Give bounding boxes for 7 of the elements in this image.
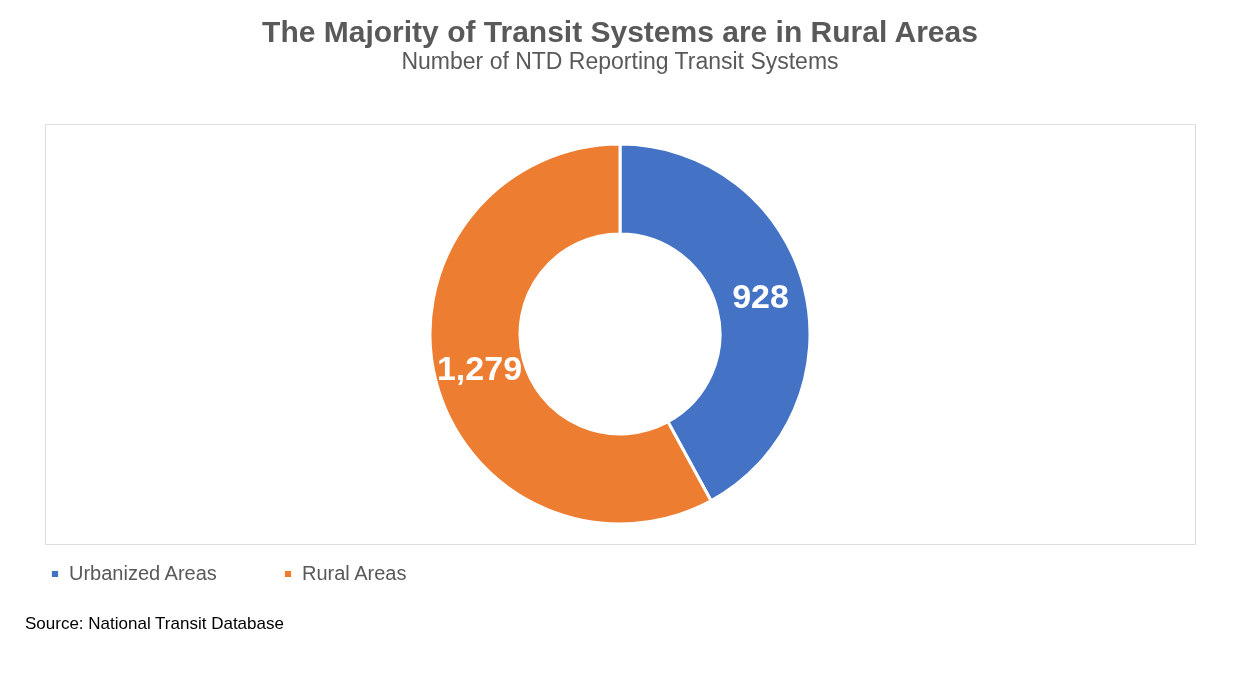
chart-subtitle: Number of NTD Reporting Transit Systems (401, 48, 839, 74)
data-label: 1,279 (436, 348, 523, 387)
legend-label: Rural Areas (302, 562, 407, 584)
chart-title: The Majority of Transit Systems are in Rural Areas (262, 15, 978, 48)
data-label: 928 (732, 277, 789, 316)
legend-label: Urbanized Areas (69, 562, 217, 584)
source-note: Source: National Transit Database (25, 614, 284, 633)
